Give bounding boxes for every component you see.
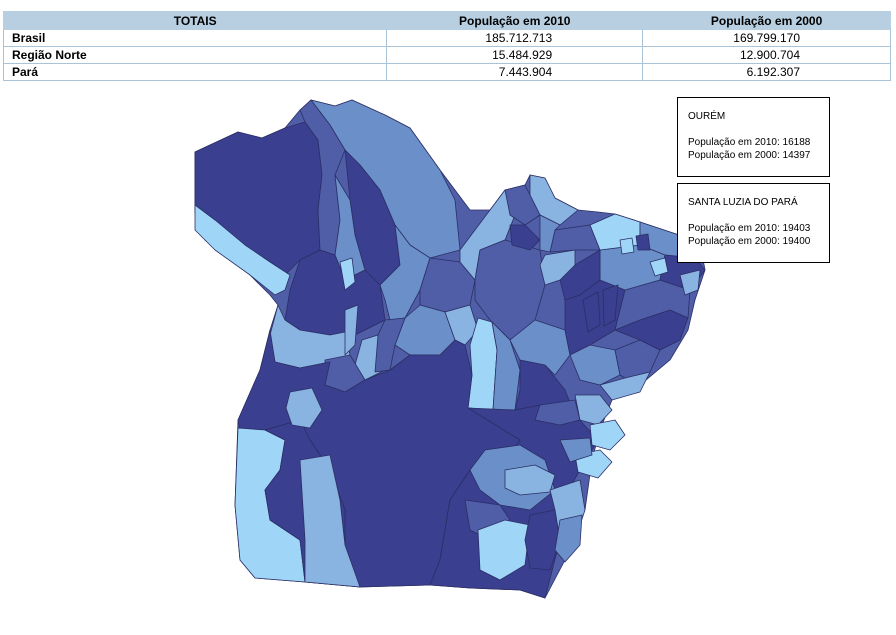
totals-header-row: TOTAIS População em 2010 População em 20… — [2, 11, 891, 30]
municipality[interactable] — [344, 304, 359, 356]
tooltip-pop-2000: População em 2000: 19400 — [688, 236, 811, 247]
tooltip-title: OURÉM — [688, 111, 726, 122]
header-pop-2010: População em 2010 — [386, 11, 644, 30]
row-pop-2010: 7.443.904 — [386, 63, 644, 81]
municipality[interactable] — [299, 454, 361, 588]
tooltip-title: SANTA LUZIA DO PARÁ — [688, 197, 798, 208]
municipality[interactable] — [619, 237, 635, 255]
municipality[interactable] — [444, 304, 479, 346]
municipality[interactable] — [599, 371, 651, 401]
municipality[interactable] — [559, 437, 593, 463]
totals-table: TOTAIS População em 2010 População em 20… — [2, 11, 891, 81]
municipality[interactable] — [554, 514, 583, 563]
municipality[interactable] — [194, 204, 291, 296]
tooltip-pop-2010: População em 2010: 16188 — [688, 137, 811, 148]
municipality[interactable] — [574, 394, 613, 426]
table-row: Pará 7.443.904 6.192.307 — [2, 63, 891, 81]
municipality[interactable] — [589, 419, 626, 451]
tooltip-santa-luzia: SANTA LUZIA DO PARÁ População em 2010: 1… — [677, 183, 830, 263]
municipality[interactable] — [602, 284, 619, 327]
municipality[interactable] — [477, 519, 531, 581]
municipality[interactable] — [504, 464, 556, 496]
header-pop-2000: População em 2000 — [642, 11, 891, 30]
tooltip-ourem: OURÉM População em 2010: 16188 População… — [677, 97, 830, 177]
row-pop-2000: 12.900.704 — [642, 46, 891, 64]
municipality[interactable] — [285, 387, 323, 429]
table-row: Brasil 185.712.713 169.799.170 — [2, 29, 891, 47]
municipality[interactable] — [635, 233, 651, 251]
header-totais: TOTAIS — [2, 11, 388, 30]
municipality[interactable] — [509, 224, 541, 251]
row-pop-2000: 6.192.307 — [642, 63, 891, 81]
row-name: Pará — [2, 63, 388, 81]
row-pop-2010: 185.712.713 — [386, 29, 644, 47]
municipality[interactable] — [582, 291, 601, 333]
municipality[interactable] — [539, 214, 561, 253]
municipality[interactable] — [339, 257, 356, 291]
tooltip-pop-2000: População em 2000: 14397 — [688, 150, 811, 161]
municipality[interactable] — [649, 257, 669, 277]
row-pop-2000: 169.799.170 — [642, 29, 891, 47]
tooltip-pop-2010: População em 2010: 19403 — [688, 223, 811, 234]
municipality[interactable] — [679, 269, 701, 296]
row-name: Região Norte — [2, 46, 388, 64]
municipality[interactable] — [534, 399, 581, 426]
